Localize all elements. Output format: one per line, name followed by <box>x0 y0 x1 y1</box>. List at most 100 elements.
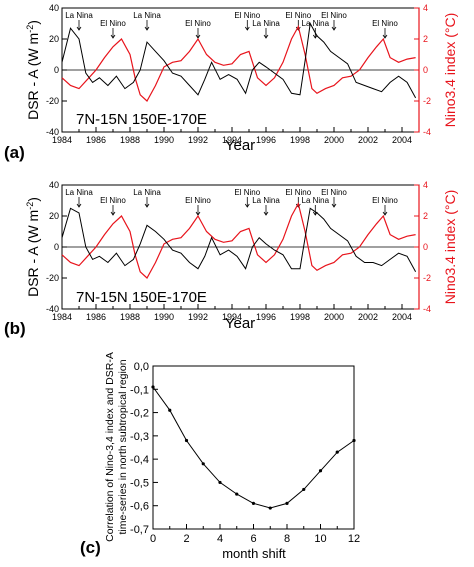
x-tick-label: 2000 <box>324 312 344 322</box>
x-tick-label: 2004 <box>392 312 412 322</box>
event-annotation-arrowhead <box>244 26 250 31</box>
event-annotation-label: La Nina <box>65 11 93 20</box>
y-tick-label: -0,4 <box>130 454 149 466</box>
event-annotation-label: La Nina <box>252 19 280 28</box>
panel-b: 1984 1986 1988 1990 1992 1994 1996 1998 2000 2002… <box>4 180 458 338</box>
panel-a-label: (a) <box>4 143 25 162</box>
y-right-tick-label: 2 <box>423 34 428 44</box>
y-right-tick-label: -4 <box>423 127 431 137</box>
panel-a-x-ticks: 1984 1986 1988 1990 1992 1994 1996 1998 2000 2002… <box>52 127 420 145</box>
data-point <box>201 462 205 466</box>
data-point <box>184 438 189 443</box>
event-annotation-label: La Nina <box>302 196 330 205</box>
panel-a-y-left-label: DSR - A (W m-2) <box>25 20 41 120</box>
x-tick-label: 1986 <box>86 312 106 322</box>
panel-c-x-axis-label: month shift <box>222 546 286 561</box>
y-right-tick-label: 4 <box>423 180 428 190</box>
event-annotation-label: El Nino <box>285 11 311 20</box>
data-point <box>335 450 339 454</box>
x-tick-label: 12 <box>348 533 360 545</box>
y-right-tick-label: 0 <box>423 242 428 252</box>
panel-b-label: (b) <box>4 319 26 338</box>
panel-a-annotations: La Nina El Nino La Nina El Nino El Nino La Ni… <box>65 11 398 39</box>
event-annotation-arrowhead <box>144 203 150 208</box>
x-tick-label: 10 <box>314 533 326 545</box>
x-tick-label: 6 <box>250 533 256 545</box>
y-tick-label: 0,0 <box>134 361 149 373</box>
y-right-tick-label: 2 <box>423 211 428 221</box>
y-left-tick-label: -40 <box>46 304 59 314</box>
y-left-tick-label: 40 <box>49 3 59 13</box>
x-tick-label: 0 <box>150 533 156 545</box>
panel-b-y-right-label: Nino3.4 index (°C) <box>442 190 458 305</box>
x-tick-label: 1998 <box>290 312 310 322</box>
x-tick-label: 1990 <box>154 135 174 145</box>
event-annotation-arrowhead <box>110 211 116 216</box>
x-tick-label: 1992 <box>188 135 208 145</box>
event-annotation-label: El Nino <box>100 19 126 28</box>
x-tick-label: 2002 <box>358 312 378 322</box>
panel-c-y-label-line2: time-series in north subtropical region <box>117 359 129 534</box>
x-tick-label: 1984 <box>52 135 72 145</box>
panel-a: 1984 1986 1988 1990 1992 1994 1996 1998 2000 2002… <box>4 3 458 162</box>
y-left-tick-label: 20 <box>49 211 59 221</box>
y-right-tick-label: -2 <box>423 96 431 106</box>
x-tick-label: 4 <box>217 533 223 545</box>
event-annotation-arrowhead <box>382 34 388 39</box>
panel-a-x-axis-label: Year <box>225 137 255 154</box>
panel-a-y-ticks-left: 40 20 0 -20 -40 <box>46 3 67 137</box>
x-tick-label: 1984 <box>52 312 72 322</box>
data-point <box>168 408 172 412</box>
event-annotation-arrowhead <box>331 203 337 208</box>
x-tick-label: 1992 <box>188 312 208 322</box>
x-tick-label: 8 <box>284 533 290 545</box>
x-tick-label: 1988 <box>120 312 140 322</box>
y-tick-label: -0,1 <box>130 384 149 396</box>
panel-b-nino-series-line <box>61 201 416 279</box>
x-tick-label: 1988 <box>120 135 140 145</box>
x-tick-label: 1996 <box>256 135 276 145</box>
x-tick-label: 2 <box>183 533 189 545</box>
data-point <box>218 480 222 485</box>
y-tick-label: -0,6 <box>130 501 149 513</box>
event-annotation-arrowhead <box>263 34 269 39</box>
panel-b-y-ticks-left: 40 20 0 -20 -40 <box>46 180 67 314</box>
data-point <box>318 469 323 473</box>
data-point <box>235 492 239 496</box>
event-annotation-label: La Nina <box>252 196 280 205</box>
data-point <box>285 501 289 505</box>
x-tick-label: 1994 <box>222 135 242 145</box>
panel-b-y-ticks-right: 4 2 0 -2 -4 <box>414 180 431 314</box>
event-annotation-label: El Nino <box>321 188 347 197</box>
panel-a-y-right-label: Nino3.4 index (°C) <box>442 13 458 128</box>
x-tick-label: 1994 <box>222 312 242 322</box>
x-tick-label: 1998 <box>290 135 310 145</box>
event-annotation-arrowhead <box>76 26 82 31</box>
y-left-tick-label: -20 <box>46 96 59 106</box>
panel-b-y-left-label: DSR - A (W m-2) <box>25 197 41 297</box>
event-annotation-label: La Nina <box>133 11 161 20</box>
x-tick-label: 1986 <box>86 135 106 145</box>
y-right-tick-label: 4 <box>423 3 428 13</box>
y-left-tick-label: 0 <box>54 242 59 252</box>
event-annotation-label: El Nino <box>234 188 260 197</box>
y-left-tick-label: -40 <box>46 127 59 137</box>
event-annotation-arrowhead <box>263 211 269 216</box>
event-annotation-label: El Nino <box>185 196 211 205</box>
event-annotation-label: El Nino <box>372 196 398 205</box>
panel-b-x-ticks: 1984 1986 1988 1990 1992 1994 1996 1998 2000 2002… <box>52 304 420 322</box>
event-annotation-label: El Nino <box>372 19 398 28</box>
x-tick-label: 2004 <box>392 135 412 145</box>
data-point <box>151 385 155 389</box>
data-point <box>268 506 272 510</box>
data-point <box>251 501 256 505</box>
event-annotation-arrowhead <box>244 203 250 208</box>
event-annotation-label: El Nino <box>185 19 211 28</box>
panel-c-label: (c) <box>80 538 101 557</box>
event-annotation-arrowhead <box>110 34 116 39</box>
y-tick-label: -0,2 <box>130 408 149 420</box>
data-point <box>302 487 306 492</box>
event-annotation-arrowhead <box>144 26 150 31</box>
panel-a-nino-series-line <box>61 24 416 102</box>
